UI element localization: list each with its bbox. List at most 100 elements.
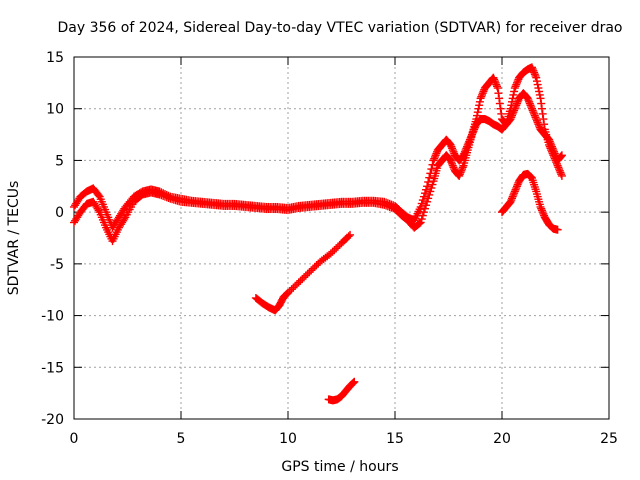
data-point — [548, 149, 557, 158]
data-point — [511, 102, 520, 111]
data-point — [447, 158, 456, 167]
data-point — [557, 152, 566, 161]
data-point — [512, 182, 521, 191]
data-point — [534, 84, 543, 93]
data-point — [446, 140, 455, 149]
data-point — [509, 190, 518, 199]
data-point — [537, 204, 546, 213]
data-point — [496, 104, 505, 113]
y-tick-label: -10 — [41, 309, 64, 325]
data-point — [531, 113, 540, 122]
data-point — [474, 104, 483, 113]
data-point — [528, 65, 537, 74]
data-point — [448, 146, 457, 155]
data-point — [533, 118, 542, 127]
data-point — [330, 246, 339, 255]
data-point — [473, 108, 482, 117]
data-point — [305, 268, 314, 277]
data-point — [530, 70, 539, 79]
data-point — [472, 115, 481, 124]
data-point — [538, 208, 547, 217]
data-point — [458, 165, 467, 174]
data-point — [491, 78, 500, 87]
data-point — [328, 247, 337, 256]
data-point — [477, 92, 486, 101]
data-point — [555, 166, 564, 175]
data-point — [539, 209, 548, 218]
data-point — [449, 163, 458, 172]
data-point — [417, 199, 426, 208]
data-point — [430, 152, 439, 161]
data-point — [298, 275, 307, 284]
data-point — [512, 184, 521, 193]
data-point — [506, 197, 515, 206]
data-point — [424, 194, 433, 203]
data-point — [557, 170, 566, 179]
data-point — [449, 147, 458, 156]
data-point — [508, 94, 517, 103]
data-point — [545, 142, 554, 151]
data-point — [552, 159, 561, 168]
data-point — [478, 90, 487, 99]
data-point — [555, 165, 564, 174]
data-point — [332, 244, 341, 253]
data-point — [512, 78, 521, 87]
data-point — [495, 99, 504, 108]
data-point — [289, 283, 298, 292]
data-point — [457, 166, 466, 175]
y-axis: -20 -15 -10 -5 0 5 10 15 — [41, 50, 609, 428]
data-point — [430, 154, 439, 163]
data-point — [427, 165, 436, 174]
data-point — [550, 154, 559, 163]
data-point — [507, 101, 516, 110]
data-point — [475, 101, 484, 110]
data-point — [546, 144, 555, 153]
data-point — [420, 204, 429, 213]
data-point — [497, 109, 506, 118]
data-point — [513, 77, 522, 86]
data-point — [509, 90, 518, 99]
data-point — [510, 187, 519, 196]
data-point — [432, 149, 441, 158]
data-point — [292, 280, 301, 289]
data-point — [536, 94, 545, 103]
y-tick-label: -15 — [41, 360, 64, 376]
data-point — [475, 97, 484, 106]
data-point — [300, 273, 309, 282]
data-point — [529, 108, 538, 117]
data-point — [513, 180, 522, 189]
data-point — [301, 271, 310, 280]
y-tick-label: -5 — [50, 257, 64, 273]
data-point — [512, 80, 521, 89]
data-point — [431, 151, 440, 160]
data-point — [346, 230, 355, 239]
data-point — [527, 104, 536, 113]
data-point — [419, 208, 428, 217]
data-point — [479, 87, 488, 96]
data-point — [510, 87, 519, 96]
data-point — [446, 156, 455, 165]
x-tick-label: 0 — [70, 431, 79, 447]
data-point — [303, 269, 312, 278]
data-point — [549, 151, 558, 160]
data-point — [307, 266, 316, 275]
data-point — [456, 168, 465, 177]
data-point — [554, 163, 563, 172]
y-tick-label: 5 — [55, 153, 64, 169]
data-point — [416, 218, 425, 227]
data-point — [350, 377, 359, 386]
data-point — [528, 106, 537, 115]
data-point — [540, 120, 549, 129]
data-point — [419, 192, 428, 201]
data-point — [285, 287, 294, 296]
data-point — [552, 158, 561, 167]
data-point — [490, 77, 499, 86]
data-point — [553, 225, 562, 234]
data-point — [537, 104, 546, 113]
data-point — [506, 104, 515, 113]
data-point — [344, 232, 353, 241]
data-point — [525, 97, 534, 106]
data-points — [70, 63, 566, 405]
y-tick-label: -20 — [41, 412, 64, 428]
data-point — [532, 116, 541, 125]
